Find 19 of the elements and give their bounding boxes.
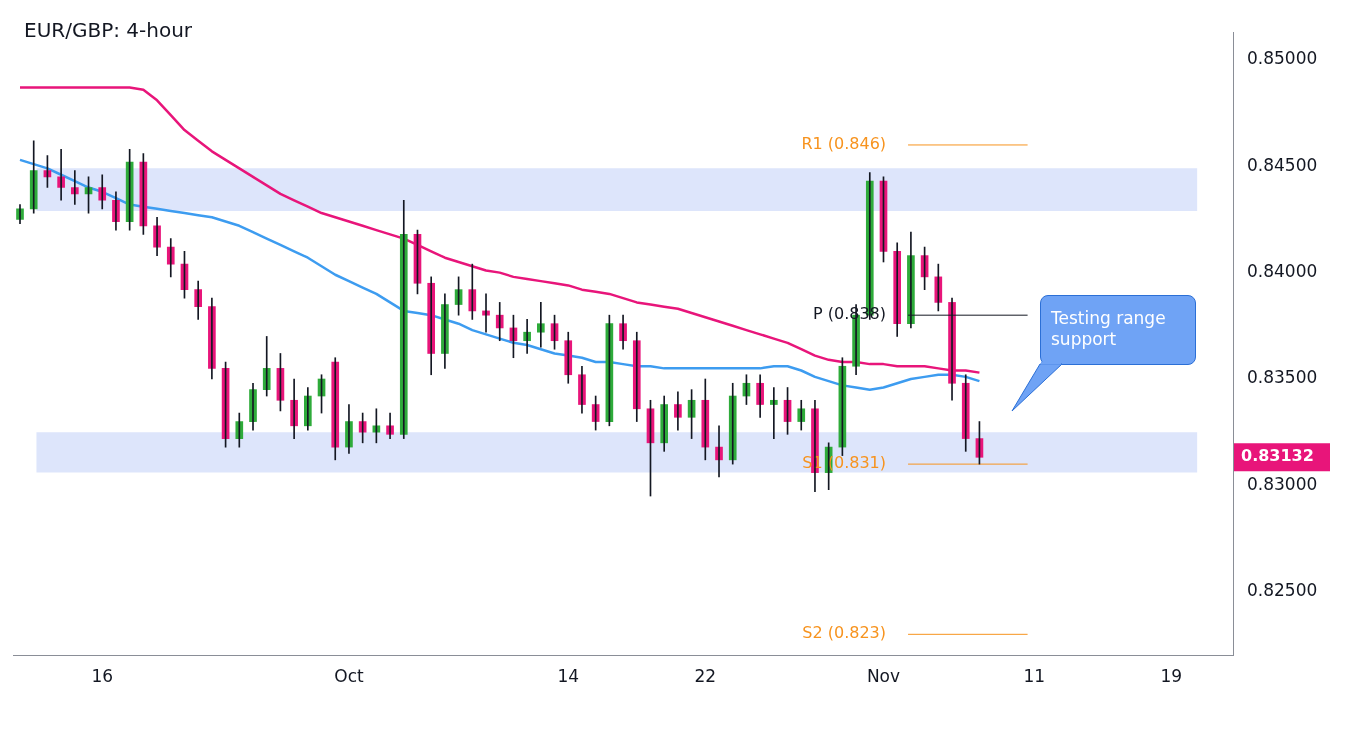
x-tick-label: 19 <box>1160 666 1183 687</box>
y-tick-label: 0.85000 <box>1247 48 1318 69</box>
y-tick-label: 0.84500 <box>1247 154 1318 175</box>
x-tick-label: 14 <box>557 666 580 687</box>
y-tick-label: 0.83500 <box>1247 367 1318 388</box>
x-tick-label: 22 <box>694 666 717 687</box>
annotation: Testing range support <box>1040 295 1196 365</box>
x-tick-label: 11 <box>1023 666 1046 687</box>
x-tick-label: 16 <box>91 666 114 687</box>
x-tick-label: Oct <box>334 666 364 687</box>
x-tick-label: Nov <box>866 666 901 687</box>
ref-line-label: R1 (0.846) <box>801 134 887 154</box>
y-tick-label: 0.84000 <box>1247 261 1318 282</box>
speech-bubble: Testing range support <box>1010 295 1200 413</box>
chart-title: EUR/GBP: 4-hour <box>20 16 197 44</box>
text: 0.83132 <box>1241 446 1314 466</box>
ref-line-label: S2 (0.823) <box>802 623 887 643</box>
y-tick-label: 0.82500 <box>1247 580 1318 601</box>
y-tick-label: 0.83000 <box>1247 473 1318 494</box>
